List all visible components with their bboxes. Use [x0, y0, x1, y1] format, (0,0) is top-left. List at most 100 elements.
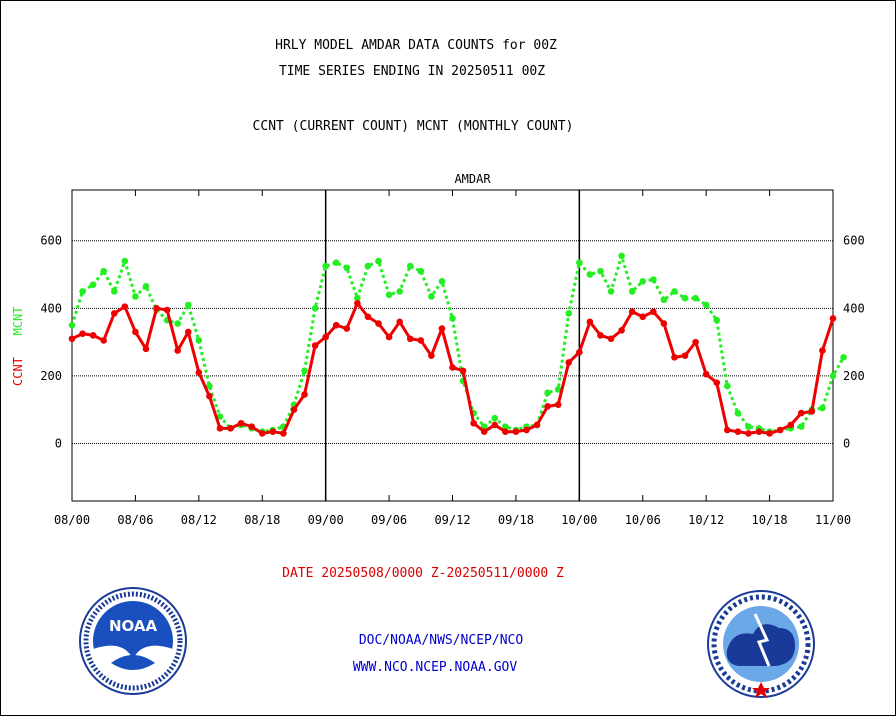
ytick-left-600: 600 [40, 234, 62, 248]
point-ccnt-22 [301, 391, 308, 398]
point-ccnt-7 [142, 345, 150, 353]
xtick-label-4: 09/00 [308, 513, 344, 527]
point-mcnt-61 [713, 316, 721, 324]
point-mcnt-10 [174, 320, 181, 327]
date-range-label: DATE 20250508/0000 Z-20250511/0000 Z [282, 566, 564, 581]
point-mcnt-72 [829, 372, 837, 380]
point-mcnt-13 [206, 382, 213, 390]
point-mcnt-3 [100, 267, 108, 275]
xtick-label-1: 08/06 [117, 513, 153, 527]
point-ccnt-24 [322, 333, 329, 341]
point-ccnt-64 [745, 430, 752, 437]
point-ccnt-19 [269, 428, 277, 436]
ytick-right-400: 400 [843, 301, 865, 315]
point-mcnt-63 [734, 409, 742, 417]
point-mcnt-62 [724, 382, 731, 390]
series-ccnt [68, 299, 837, 437]
point-ccnt-65 [755, 428, 763, 436]
point-ccnt-15 [227, 425, 234, 432]
series-layer [68, 252, 847, 437]
point-mcnt-4 [110, 288, 118, 295]
point-mcnt-54 [639, 277, 647, 285]
point-mcnt-58 [681, 294, 689, 302]
point-mcnt-53 [628, 288, 636, 295]
point-ccnt-9 [163, 306, 171, 314]
xtick-label-2: 08/12 [181, 513, 217, 527]
point-ccnt-49 [586, 318, 594, 326]
point-mcnt-32 [406, 262, 414, 270]
point-ccnt-40 [491, 421, 499, 429]
point-mcnt-47 [565, 310, 573, 317]
series-line-mcnt [70, 254, 845, 434]
point-mcnt-39 [480, 423, 488, 430]
point-ccnt-25 [332, 321, 340, 329]
org-label: DOC/NOAA/NWS/NCEP/NCO [358, 633, 524, 648]
point-ccnt-53 [628, 308, 636, 315]
xtick-label-0: 08/00 [54, 513, 90, 527]
point-ccnt-58 [681, 352, 689, 359]
point-ccnt-48 [576, 348, 583, 356]
point-mcnt-30 [385, 291, 393, 299]
point-mcnt-64 [745, 423, 752, 430]
ytick-left-400: 400 [40, 301, 62, 315]
point-mcnt-40 [491, 414, 499, 422]
point-mcnt-57 [671, 288, 678, 295]
point-ccnt-8 [153, 305, 160, 312]
ylabel-mcnt: MCNT [11, 306, 25, 336]
xtick-label-10: 10/12 [688, 513, 724, 527]
xtick-label-8: 10/00 [561, 513, 597, 527]
point-mcnt-52 [618, 252, 625, 260]
point-ccnt-26 [343, 325, 351, 332]
point-mcnt-41 [502, 423, 509, 430]
point-ccnt-61 [713, 379, 721, 386]
url-link[interactable]: WWW.NCO.NCEP.NOAA.GOV [352, 660, 518, 675]
point-mcnt-33 [417, 267, 425, 275]
point-mcnt-12 [195, 337, 203, 344]
point-ccnt-18 [258, 430, 266, 437]
point-mcnt-35 [438, 277, 446, 285]
chart-title-line3: CCNT (CURRENT COUNT) MCNT (MONTHLY COUNT… [252, 119, 574, 134]
series-mcnt [68, 252, 847, 436]
point-ccnt-55 [650, 308, 657, 315]
point-mcnt-69 [797, 423, 805, 430]
point-mcnt-11 [184, 301, 192, 309]
point-ccnt-6 [132, 328, 139, 336]
point-ccnt-60 [702, 370, 710, 378]
chart-title-line1: HRLY MODEL AMDAR DATA COUNTS for 00Z [275, 38, 557, 53]
point-mcnt-71 [819, 404, 826, 412]
point-mcnt-14 [216, 413, 224, 420]
point-ccnt-37 [459, 367, 467, 375]
point-ccnt-4 [110, 310, 118, 317]
point-ccnt-41 [502, 428, 509, 436]
point-mcnt-29 [375, 257, 382, 265]
chart-title-line2: TIME SERIES ENDING IN 20250511 00Z [278, 64, 546, 79]
point-mcnt-0 [68, 321, 76, 329]
point-mcnt-31 [396, 288, 403, 295]
point-ccnt-11 [184, 328, 192, 336]
point-mcnt-5 [121, 257, 129, 265]
point-mcnt-60 [702, 301, 710, 309]
point-ccnt-36 [449, 364, 456, 371]
point-ccnt-28 [364, 313, 372, 321]
point-ccnt-44 [533, 421, 541, 429]
point-ccnt-30 [385, 333, 393, 341]
point-ccnt-32 [406, 335, 414, 343]
point-ccnt-43 [523, 426, 530, 434]
point-mcnt-73 [840, 354, 847, 361]
xtick-label-5: 09/06 [371, 513, 407, 527]
point-ccnt-47 [565, 359, 573, 366]
xtick-label-11: 10/18 [752, 513, 788, 527]
point-ccnt-35 [438, 325, 446, 332]
point-mcnt-25 [332, 259, 340, 266]
plot-axes [71, 189, 834, 502]
ytick-left-200: 200 [40, 369, 62, 383]
point-ccnt-39 [480, 428, 488, 436]
point-ccnt-66 [766, 430, 773, 437]
point-ccnt-46 [554, 401, 562, 408]
point-ccnt-42 [512, 428, 520, 436]
point-ccnt-71 [819, 347, 826, 354]
point-ccnt-21 [290, 406, 298, 414]
point-ccnt-67 [776, 426, 784, 434]
point-ccnt-17 [248, 423, 255, 430]
